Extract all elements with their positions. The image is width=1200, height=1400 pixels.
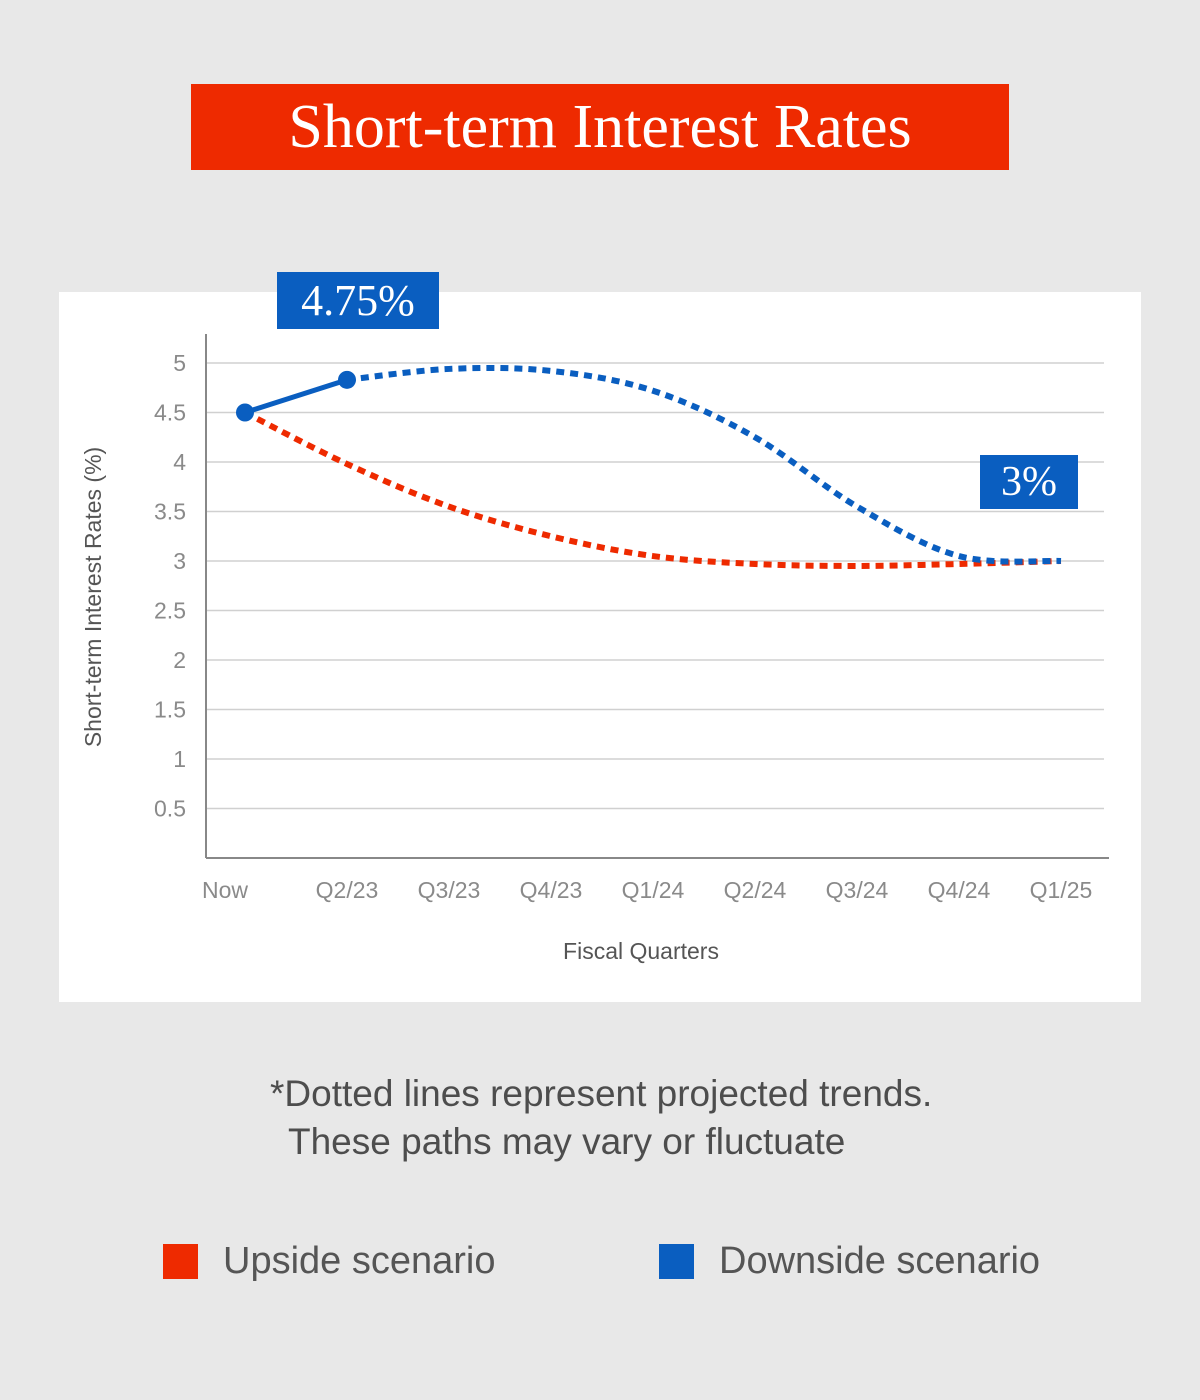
x-tick-label: Q2/24 (724, 877, 787, 903)
downside-actual-point (236, 403, 254, 422)
legend-item-upside: Upside scenario (163, 1240, 495, 1283)
y-axis-title: Short-term Interest Rates (%) (80, 447, 106, 747)
chart-panel: 0.5 1 1.5 2 2.5 3 3.5 4 4.5 5 Now Q2/23 Q3/23 Q4/23 Q1… (59, 292, 1141, 1002)
y-tick-label: 2.5 (154, 598, 186, 624)
footnote-line-1: *Dotted lines represent projected trends… (270, 1073, 933, 1114)
y-tick-label: 3.5 (154, 499, 186, 525)
legend-item-downside: Downside scenario (659, 1240, 1040, 1283)
line-chart: 0.5 1 1.5 2 2.5 3 3.5 4 4.5 5 Now Q2/23 Q3/23 Q4/23 Q1… (80, 334, 1109, 964)
legend-label-upside: Upside scenario (223, 1240, 496, 1282)
y-tick-label: 3 (173, 548, 186, 574)
x-tick-label: Now (202, 877, 248, 903)
legend-label-downside: Downside scenario (719, 1240, 1041, 1282)
y-tick-label: 0.5 (154, 796, 186, 822)
x-tick-label: Q3/24 (826, 877, 889, 903)
y-tick-label: 4 (173, 449, 186, 475)
x-tick-label: Q2/23 (316, 877, 379, 903)
start-value-callout: 4.75% (277, 272, 439, 329)
legend-swatch-upside (163, 1244, 198, 1279)
downside-projected-line (346, 364, 1062, 565)
upside-projected-line (243, 409, 1062, 569)
x-tick-label: Q3/23 (418, 877, 481, 903)
footnote: *Dotted lines represent projected trends… (150, 1070, 1050, 1166)
y-tick-label: 1 (173, 746, 186, 772)
end-value-callout: 3% (980, 455, 1078, 509)
x-axis-title: Fiscal Quarters (563, 938, 719, 964)
page-title: Short-term Interest Rates (288, 93, 912, 161)
footnote-line-2: These paths may vary or fluctuate (288, 1121, 846, 1162)
y-tick-label: 1.5 (154, 697, 186, 723)
x-tick-label: Q4/23 (520, 877, 583, 903)
y-tick-label: 2 (173, 647, 186, 673)
x-tick-label: Q4/24 (928, 877, 991, 903)
downside-actual-point (338, 370, 356, 389)
downside-actual-line (244, 377, 348, 415)
y-tick-label: 5 (173, 350, 186, 376)
y-tick-label: 4.5 (154, 400, 186, 426)
title-banner: Short-term Interest Rates (191, 84, 1009, 170)
x-tick-label: Q1/25 (1030, 877, 1093, 903)
x-tick-label: Q1/24 (622, 877, 685, 903)
legend-swatch-downside (659, 1244, 694, 1279)
